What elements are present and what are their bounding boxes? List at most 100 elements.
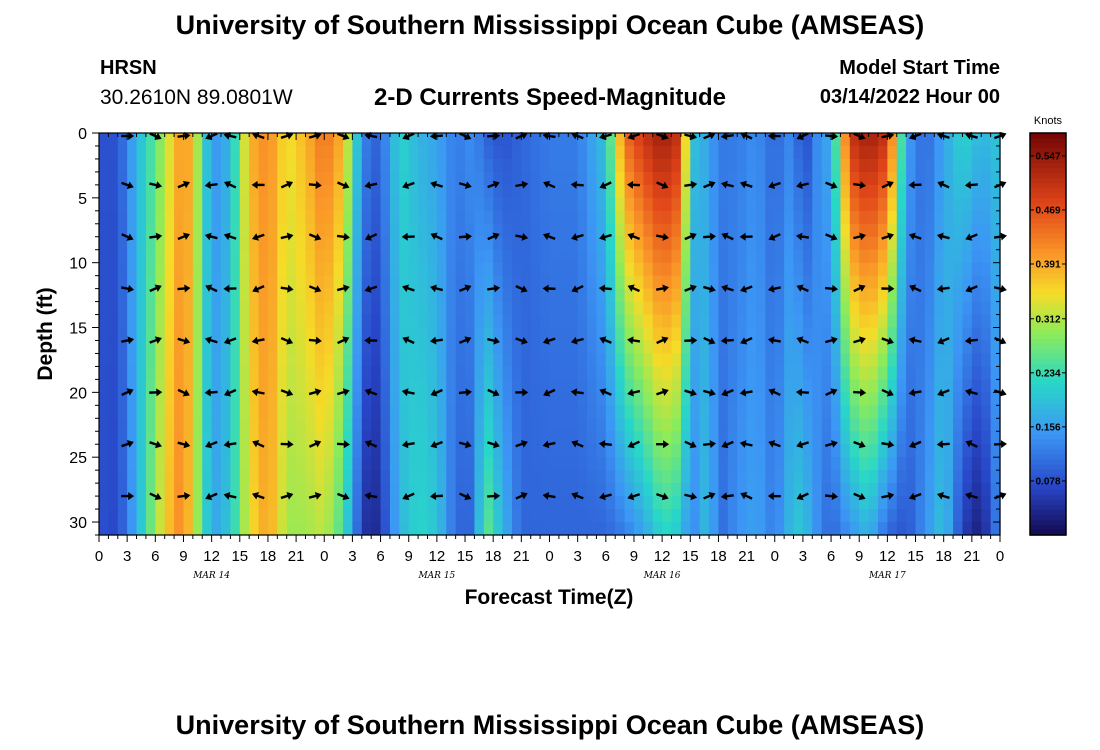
heatmap-cell xyxy=(380,470,391,484)
heatmap-cell xyxy=(164,509,175,523)
heatmap-cell xyxy=(596,327,607,342)
heatmap-cell xyxy=(324,314,335,329)
heatmap-cell xyxy=(155,522,166,536)
heatmap-cell xyxy=(943,379,954,393)
heatmap-cell xyxy=(662,249,673,264)
heatmap-cell xyxy=(418,197,429,212)
heatmap-cell xyxy=(671,223,682,238)
current-vector xyxy=(768,388,781,396)
heatmap-cell xyxy=(915,470,926,484)
current-vector xyxy=(224,388,237,397)
heatmap-cell xyxy=(962,158,973,173)
heatmap-cell xyxy=(408,340,419,355)
heatmap-cell xyxy=(953,418,964,432)
heatmap-cell xyxy=(314,327,325,342)
heatmap-cell xyxy=(549,314,560,329)
heatmap-cell xyxy=(267,418,278,432)
heatmap-cell xyxy=(352,133,363,147)
colorbar-segment xyxy=(1030,313,1066,320)
heatmap-cell xyxy=(136,353,147,368)
heatmap-cell xyxy=(859,262,870,277)
current-vector xyxy=(121,492,135,501)
current-vector xyxy=(684,388,697,397)
heatmap-cell xyxy=(408,496,419,510)
heatmap-cell xyxy=(314,353,325,368)
heatmap-cell xyxy=(136,405,147,419)
heatmap-cell xyxy=(596,366,607,380)
heatmap-cell xyxy=(511,522,522,536)
heatmap-cell xyxy=(389,418,400,432)
heatmap-cell xyxy=(155,158,166,173)
heatmap-cell xyxy=(211,171,222,186)
heatmap-cell xyxy=(493,353,504,368)
heatmap-cell xyxy=(136,340,147,355)
heatmap-cell xyxy=(333,171,344,186)
current-vector xyxy=(280,389,294,397)
heatmap-cell xyxy=(530,197,541,212)
heatmap-cell xyxy=(718,379,729,393)
heatmap-cell xyxy=(680,496,691,510)
heatmap-cell xyxy=(267,392,278,406)
heatmap-cell xyxy=(333,457,344,471)
heatmap-cell xyxy=(652,301,663,316)
heatmap-cell xyxy=(127,405,138,419)
heatmap-cell xyxy=(361,327,372,342)
heatmap-cell xyxy=(821,236,832,251)
colorbar-segment xyxy=(1030,223,1066,230)
heatmap-cell xyxy=(145,327,156,342)
heatmap-cell xyxy=(953,223,964,238)
heatmap-cell xyxy=(906,236,917,251)
heatmap-cell xyxy=(709,223,720,238)
current-vector xyxy=(149,336,162,344)
heatmap-cell xyxy=(793,301,804,316)
heatmap-cell xyxy=(558,405,569,419)
heatmap-cell xyxy=(615,210,626,225)
current-vector xyxy=(430,388,443,397)
heatmap-cell xyxy=(840,444,851,458)
heatmap-cell xyxy=(877,509,888,523)
heatmap-cell xyxy=(483,496,494,510)
heatmap-cell xyxy=(896,457,907,471)
current-vector xyxy=(280,336,294,345)
current-vector xyxy=(542,337,556,345)
colorbar-tick-label: 0.391 xyxy=(1035,259,1060,270)
heatmap-cell xyxy=(474,405,485,419)
heatmap-cell xyxy=(765,171,776,186)
heatmap-cell xyxy=(915,509,926,523)
heatmap-cell xyxy=(540,340,551,355)
heatmap-cell xyxy=(211,314,222,329)
heatmap-cell xyxy=(164,496,175,510)
heatmap-cell xyxy=(709,145,720,160)
heatmap-cell xyxy=(812,379,823,393)
heatmap-cell xyxy=(849,327,860,342)
heatmap-cell xyxy=(924,340,935,355)
heatmap-cell xyxy=(549,275,560,290)
heatmap-cell xyxy=(643,249,654,264)
heatmap-cell xyxy=(427,171,438,186)
current-vector xyxy=(542,232,556,241)
heatmap-cell xyxy=(943,496,954,510)
heatmap-cell xyxy=(784,171,795,186)
heatmap-cell xyxy=(596,457,607,471)
heatmap-cell xyxy=(145,236,156,251)
heatmap-cell xyxy=(286,431,297,445)
current-vector xyxy=(515,440,528,448)
heatmap-cell xyxy=(680,197,691,212)
heatmap-cell xyxy=(596,249,607,264)
current-vector xyxy=(599,388,612,396)
heatmap-cell xyxy=(990,171,1001,186)
heatmap-cell xyxy=(465,133,476,147)
heatmap-cell xyxy=(343,301,354,316)
current-vector xyxy=(149,440,162,449)
heatmap-cell xyxy=(821,197,832,212)
heatmap-cell xyxy=(624,288,635,303)
heatmap-cell xyxy=(249,145,260,160)
heatmap-cell xyxy=(305,392,316,406)
heatmap-cells xyxy=(99,133,1001,536)
heatmap-cell xyxy=(887,366,898,380)
heatmap-cell xyxy=(718,249,729,264)
heatmap-cell xyxy=(174,431,185,445)
heatmap-cell xyxy=(192,145,203,160)
heatmap-cell xyxy=(821,379,832,393)
heatmap-cell xyxy=(558,314,569,329)
